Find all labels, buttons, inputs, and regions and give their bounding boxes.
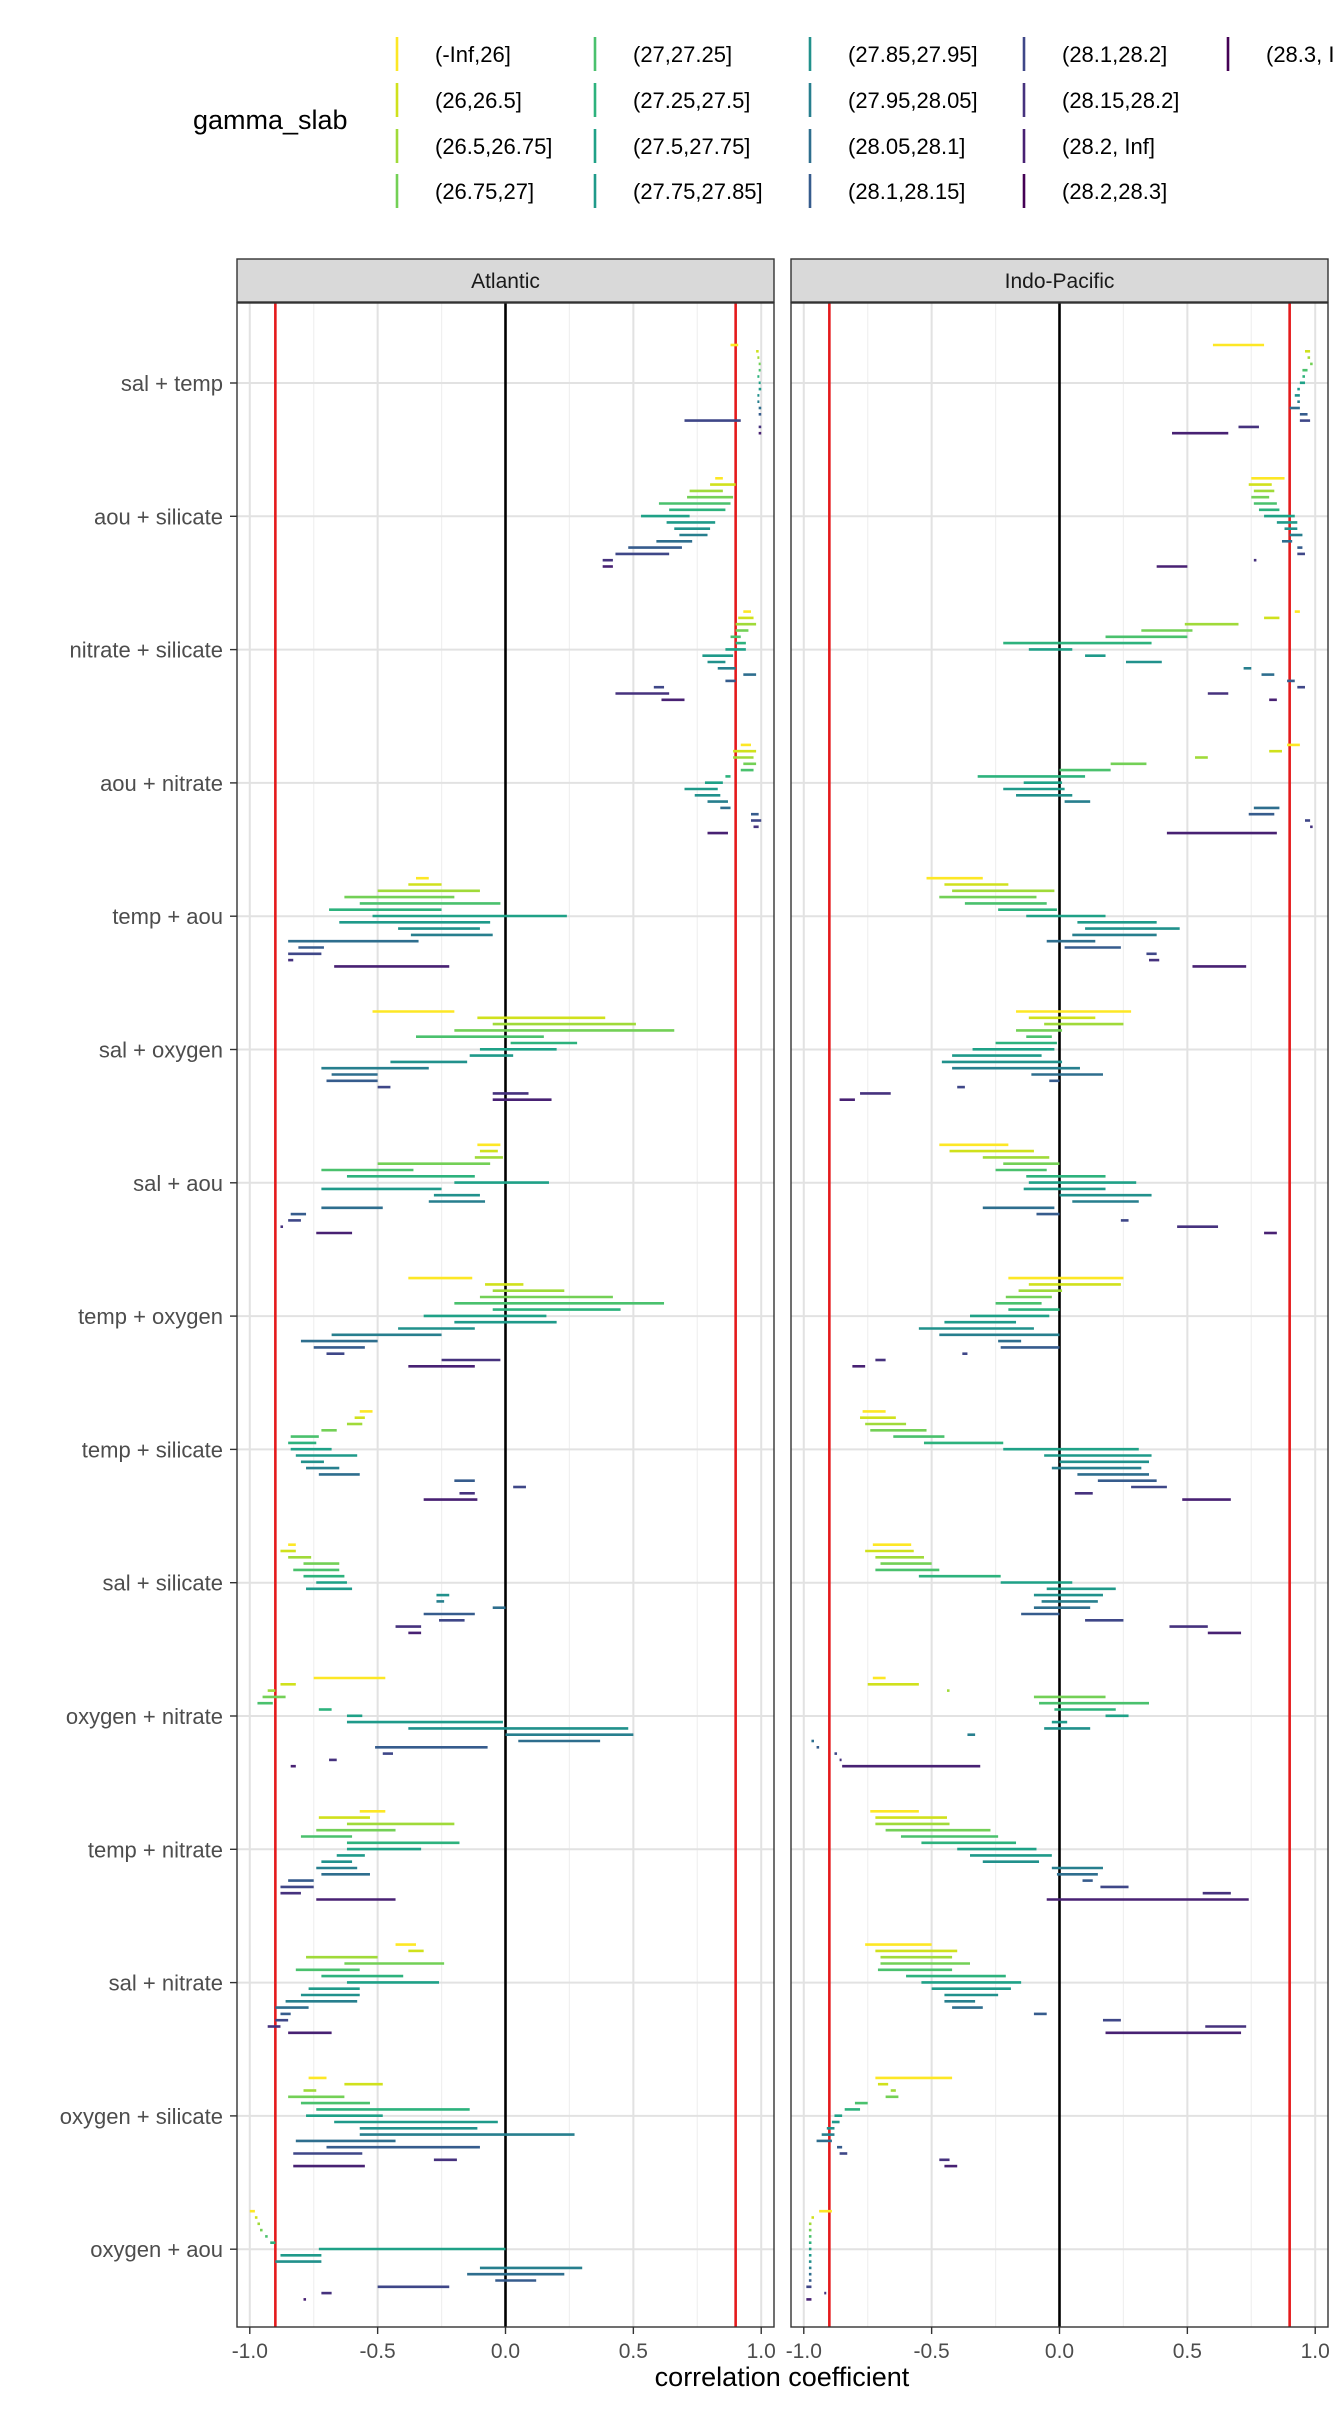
y-axis-tick-label: temp + silicate (82, 1437, 223, 1462)
x-axis-title: correlation coefficient (655, 2362, 910, 2392)
legend-label: (28.15,28.2] (1062, 88, 1179, 113)
facet-strip-label: Indo-Pacific (1005, 270, 1115, 293)
x-axis-tick-label: 0.0 (491, 2340, 520, 2363)
legend-title: gamma_slab (193, 105, 348, 135)
legend-label: (28.1,28.2] (1062, 42, 1167, 67)
x-axis-tick-label: 0.0 (1045, 2340, 1074, 2363)
y-axis-tick-label: oxygen + silicate (60, 2104, 223, 2129)
x-axis-tick-label: 1.0 (747, 2340, 776, 2363)
legend-label: (26,26.5] (435, 88, 522, 113)
facet-strip (236, 258, 775, 303)
y-axis-tick-label: sal + nitrate (109, 1971, 223, 1996)
y-axis-tick-label: sal + temp (121, 371, 223, 396)
legend-label: (28.3, I (1266, 42, 1334, 67)
y-axis-tick-label: temp + oxygen (78, 1304, 223, 1329)
legend-label: (28.05,28.1] (848, 134, 965, 159)
legend-label: (27.5,27.75] (633, 134, 750, 159)
legend-label: (26.5,26.75] (435, 134, 552, 159)
legend-label: (28.1,28.15] (848, 179, 965, 204)
legend-label: (27.95,28.05] (848, 88, 978, 113)
legend-label: (27.75,27.85] (633, 179, 763, 204)
legend-label: (26.75,27] (435, 179, 534, 204)
y-axis-tick-label: aou + nitrate (100, 771, 223, 796)
facet-strip-label: Atlantic (471, 270, 540, 293)
legend-label: (27.25,27.5] (633, 88, 750, 113)
y-axis-tick-label: aou + silicate (94, 504, 223, 529)
x-axis-tick-label: -0.5 (360, 2340, 396, 2363)
y-axis-tick-label: temp + nitrate (88, 1837, 223, 1862)
facet-strip (790, 258, 1329, 303)
legend-label: (-Inf,26] (435, 42, 511, 67)
y-axis-tick-label: sal + silicate (103, 1571, 223, 1596)
legend-label: (27,27.25] (633, 42, 732, 67)
y-axis-tick-label: oxygen + nitrate (66, 1704, 223, 1729)
x-axis-tick-label: 1.0 (1301, 2340, 1330, 2363)
x-axis-tick-label: -1.0 (786, 2340, 822, 2363)
x-axis-tick-label: 0.5 (619, 2340, 648, 2363)
x-axis-tick-label: -0.5 (914, 2340, 950, 2363)
legend-label: (27.85,27.95] (848, 42, 978, 67)
x-axis-tick-label: -1.0 (232, 2340, 268, 2363)
x-axis-tick-label: 0.5 (1173, 2340, 1202, 2363)
legend-label: (28.2, Inf] (1062, 134, 1155, 159)
y-axis-tick-label: sal + aou (133, 1171, 223, 1196)
y-axis-tick-label: sal + oxygen (99, 1038, 223, 1063)
legend-label: (28.2,28.3] (1062, 179, 1167, 204)
y-axis-tick-label: nitrate + silicate (70, 638, 223, 663)
y-axis-tick-label: oxygen + aou (90, 2237, 223, 2262)
y-axis-tick-label: temp + aou (112, 904, 223, 929)
